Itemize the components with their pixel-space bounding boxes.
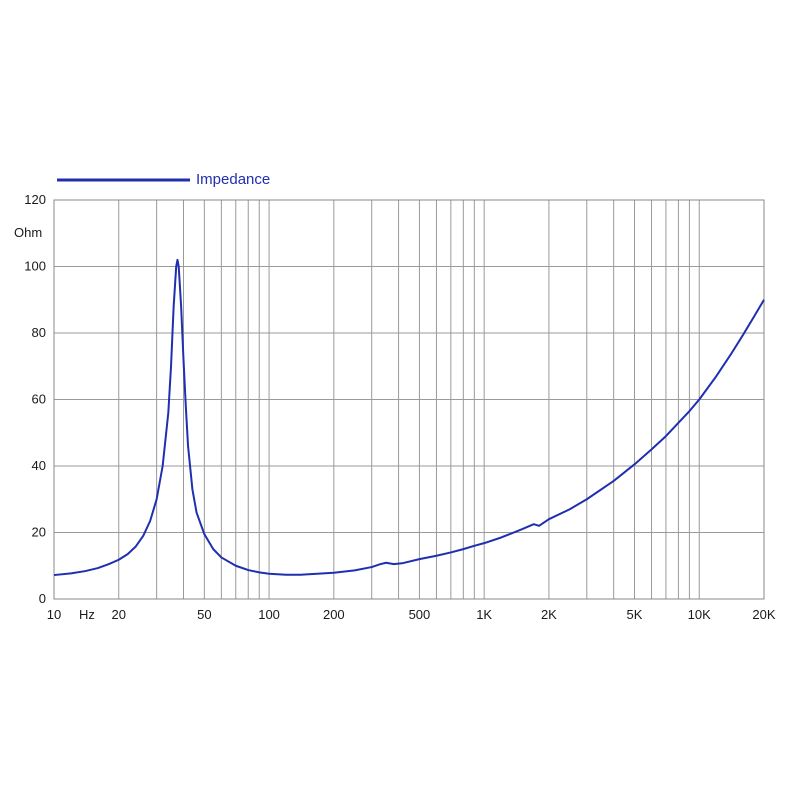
x-tick-label: 5K bbox=[627, 607, 643, 622]
y-axis-unit-label: Ohm bbox=[14, 225, 42, 240]
y-tick-label: 120 bbox=[24, 192, 46, 207]
x-tick-label: 10 bbox=[47, 607, 61, 622]
y-tick-label: 60 bbox=[32, 392, 46, 407]
grid-lines bbox=[54, 200, 764, 599]
x-tick-label: 2K bbox=[541, 607, 557, 622]
plot-frame bbox=[53, 199, 765, 600]
y-tick-label: 40 bbox=[32, 458, 46, 473]
x-tick-label: 100 bbox=[258, 607, 280, 622]
x-tick-label: 1K bbox=[476, 607, 492, 622]
x-tick-label: 50 bbox=[197, 607, 211, 622]
series-group bbox=[53, 258, 765, 577]
x-tick-label: 10K bbox=[688, 607, 711, 622]
x-tick-labels: 10 20 50 100 200 500 1K 2K 5K 10K 20K bbox=[47, 607, 776, 622]
y-tick-label: 100 bbox=[24, 259, 46, 274]
legend: Impedance bbox=[57, 171, 270, 188]
x-tick-label: 200 bbox=[323, 607, 345, 622]
legend-label: Impedance bbox=[196, 171, 270, 188]
impedance-series-line bbox=[53, 258, 765, 577]
y-tick-labels: 0 20 40 60 80 100 120 bbox=[24, 192, 46, 606]
x-tick-label: 500 bbox=[409, 607, 431, 622]
x-axis-unit-label: Hz bbox=[79, 607, 95, 622]
y-tick-label: 0 bbox=[39, 591, 46, 606]
x-tick-label: 20K bbox=[752, 607, 775, 622]
x-tick-label: 20 bbox=[112, 607, 126, 622]
y-tick-label: 20 bbox=[32, 525, 46, 540]
y-tick-label: 80 bbox=[32, 325, 46, 340]
